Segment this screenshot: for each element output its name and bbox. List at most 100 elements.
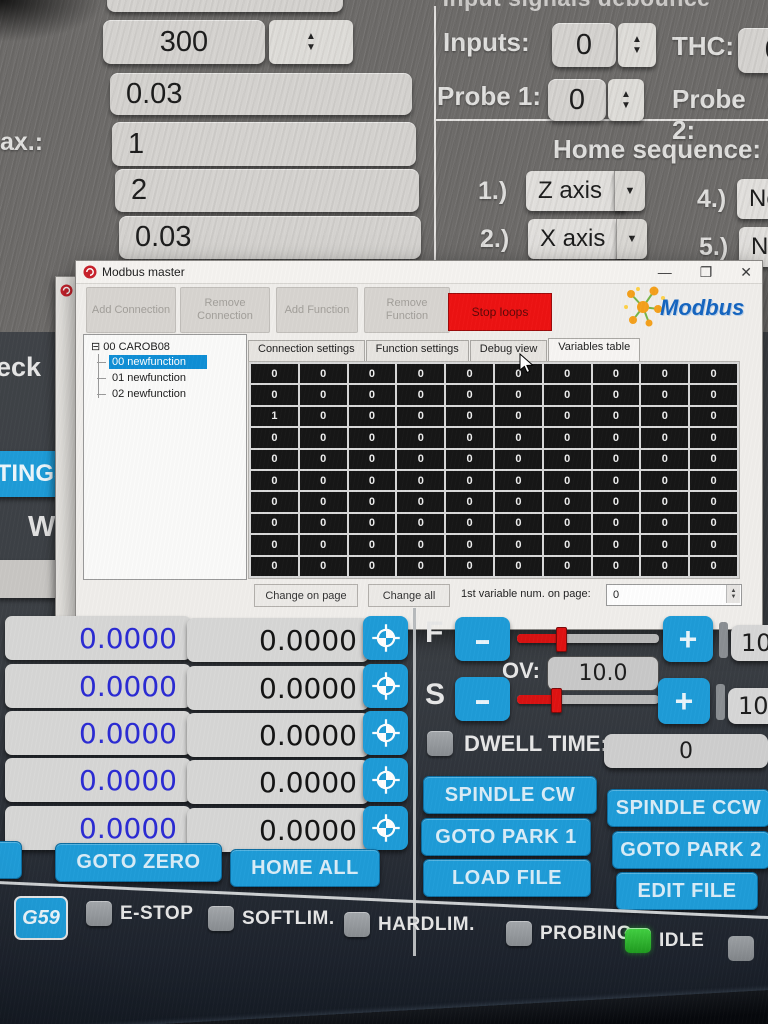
spin-down-icon[interactable]: ▼ [306, 42, 316, 53]
grid-cell-r9c6[interactable]: 0 [543, 556, 591, 576]
grid-cell-r3c6[interactable]: 0 [543, 428, 591, 448]
grid-cell-r3c7[interactable]: 0 [592, 428, 640, 448]
grid-cell-r2c8[interactable]: 0 [641, 406, 689, 427]
grid-cell-r5c2[interactable]: 0 [348, 470, 396, 491]
feed-plus-button[interactable]: + [663, 616, 713, 662]
home-seq-dropdown-arrow-1[interactable]: ▼ [616, 219, 647, 259]
checkbox-softlim[interactable] [208, 906, 234, 931]
dro-machine-value-2[interactable]: 0.0000 [187, 713, 369, 757]
goto-zero-button[interactable]: GOTO ZERO [55, 843, 222, 882]
grid-cell-r3c5[interactable]: 0 [494, 428, 542, 448]
checkbox-estop[interactable] [86, 901, 112, 926]
grid-cell-r4c5[interactable]: 0 [494, 449, 542, 469]
grid-cell-r8c4[interactable]: 0 [446, 535, 493, 555]
grid-cell-r0c0[interactable]: 0 [251, 364, 298, 384]
change-on-page-button[interactable]: Change on page [254, 584, 358, 607]
field-2[interactable]: 2 [115, 169, 419, 212]
window-titlebar[interactable]: Modbus master — ❐ ✕ [76, 261, 762, 284]
grid-cell-r8c7[interactable]: 0 [592, 535, 640, 555]
grid-cell-r4c1[interactable]: 0 [299, 449, 347, 469]
dro-work-value-0[interactable]: 0.0000 [5, 616, 191, 660]
grid-cell-r0c9[interactable]: 0 [690, 364, 737, 384]
remove-connection-button[interactable]: Remove Connection [180, 287, 270, 333]
grid-cell-r8c3[interactable]: 0 [397, 535, 445, 555]
dro-machine-value-3[interactable]: 0.0000 [187, 760, 369, 804]
grid-cell-r6c9[interactable]: 0 [690, 492, 737, 512]
connection-tree[interactable]: ⊟ 00 CAROB08 00 newfunction 01 newfunctio… [83, 334, 247, 580]
home-seq-dropdown-arrow-0[interactable]: ▼ [614, 171, 645, 211]
grid-cell-r4c4[interactable]: 0 [446, 449, 493, 469]
checkbox-probing[interactable] [506, 921, 532, 946]
grid-cell-r4c0[interactable]: 0 [251, 449, 298, 469]
add-connection-button[interactable]: Add Connection [86, 287, 176, 333]
tree-root-node[interactable]: ⊟ 00 CAROB08 [91, 341, 170, 353]
grid-cell-r3c0[interactable]: 0 [251, 428, 298, 448]
grid-cell-r8c2[interactable]: 0 [348, 535, 396, 555]
spin-up-icon[interactable]: ▲ [306, 31, 316, 42]
dro-work-value-2[interactable]: 0.0000 [5, 711, 191, 755]
grid-cell-r7c5[interactable]: 0 [494, 513, 542, 534]
grid-cell-r9c3[interactable]: 0 [397, 556, 445, 576]
speed-plus-button[interactable]: + [658, 678, 710, 724]
grid-cell-r0c2[interactable]: 0 [348, 364, 396, 384]
grid-cell-r4c6[interactable]: 0 [543, 449, 591, 469]
grid-cell-r5c5[interactable]: 0 [494, 470, 542, 491]
dro-machine-value-0[interactable]: 0.0000 [187, 618, 369, 662]
edit-file-button[interactable]: EDIT FILE [616, 872, 758, 910]
grid-cell-r2c6[interactable]: 0 [543, 406, 591, 427]
grid-cell-r9c7[interactable]: 0 [592, 556, 640, 576]
probe1-spinner[interactable]: ▲ ▼ [608, 79, 644, 121]
spindle-cw-button[interactable]: SPINDLE CW [423, 776, 597, 814]
axis-zero-button-3[interactable] [363, 758, 408, 802]
goto-park1-button[interactable]: GOTO PARK 1 [421, 818, 591, 856]
grid-cell-r3c9[interactable]: 0 [690, 428, 737, 448]
add-function-button[interactable]: Add Function [276, 287, 358, 333]
grid-cell-r3c8[interactable]: 0 [641, 428, 689, 448]
grid-cell-r8c8[interactable]: 0 [641, 535, 689, 555]
home-seq-dropdown-1[interactable]: X axis [528, 219, 628, 259]
first-variable-spinbox[interactable]: 0 ▲ ▼ [606, 584, 742, 606]
grid-cell-r1c1[interactable]: 0 [299, 385, 347, 405]
feed-slider[interactable] [517, 634, 659, 643]
clipped-status-checkbox[interactable] [728, 936, 754, 961]
grid-cell-r5c1[interactable]: 0 [299, 470, 347, 491]
grid-cell-r0c6[interactable]: 0 [543, 364, 591, 384]
tab-variables-table[interactable]: Variables table [548, 338, 641, 362]
change-all-button[interactable]: Change all [368, 584, 450, 607]
indicator-idle[interactable] [625, 928, 651, 953]
grid-cell-r7c3[interactable]: 0 [397, 513, 445, 534]
grid-cell-r9c8[interactable]: 0 [641, 556, 689, 576]
field-1[interactable]: 1 [112, 122, 416, 166]
grid-cell-r8c9[interactable]: 0 [690, 535, 737, 555]
maximize-icon[interactable]: ❐ [699, 264, 713, 280]
grid-cell-r2c5[interactable]: 0 [494, 406, 542, 427]
grid-cell-r7c2[interactable]: 0 [348, 513, 396, 534]
grid-cell-r6c4[interactable]: 0 [446, 492, 493, 512]
grid-cell-r8c0[interactable]: 0 [251, 535, 298, 555]
grid-cell-r8c5[interactable]: 0 [494, 535, 542, 555]
grid-cell-r5c8[interactable]: 0 [641, 470, 689, 491]
speed-minus-button[interactable]: ▬ [455, 677, 510, 721]
grid-cell-r7c6[interactable]: 0 [543, 513, 591, 534]
inputs-value[interactable]: 0 [552, 23, 616, 67]
ov-value[interactable]: 10.0 [547, 656, 659, 691]
grid-cell-r0c7[interactable]: 0 [592, 364, 640, 384]
grid-cell-r8c6[interactable]: 0 [543, 535, 591, 555]
grid-cell-r5c9[interactable]: 0 [690, 470, 737, 491]
grid-cell-r4c9[interactable]: 0 [690, 449, 737, 469]
grid-cell-r5c7[interactable]: 0 [592, 470, 640, 491]
grid-cell-r9c5[interactable]: 0 [494, 556, 542, 576]
tab-function-settings[interactable]: Function settings [365, 340, 469, 362]
grid-cell-r2c2[interactable]: 0 [348, 406, 396, 427]
speed-slider[interactable] [517, 695, 659, 704]
grid-cell-r6c5[interactable]: 0 [494, 492, 542, 512]
grid-cell-r7c8[interactable]: 0 [641, 513, 689, 534]
grid-cell-r3c1[interactable]: 0 [299, 428, 347, 448]
grid-cell-r5c0[interactable]: 0 [251, 470, 298, 491]
clipped-field-top[interactable] [107, 0, 343, 12]
grid-cell-r6c8[interactable]: 0 [641, 492, 689, 512]
grid-cell-r6c2[interactable]: 0 [348, 492, 396, 512]
field-300[interactable]: 300 [103, 20, 265, 64]
spinner-300[interactable]: ▲ ▼ [269, 20, 353, 64]
grid-cell-r0c1[interactable]: 0 [299, 364, 347, 384]
